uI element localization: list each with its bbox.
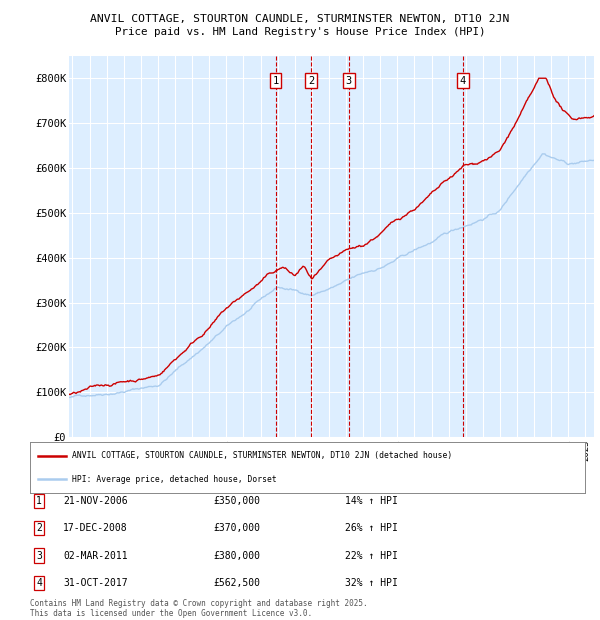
Text: Price paid vs. HM Land Registry's House Price Index (HPI): Price paid vs. HM Land Registry's House … xyxy=(115,27,485,37)
Text: 3: 3 xyxy=(346,76,352,86)
Text: 1: 1 xyxy=(36,496,42,506)
Text: 02-MAR-2011: 02-MAR-2011 xyxy=(63,551,128,560)
Text: 31-OCT-2017: 31-OCT-2017 xyxy=(63,578,128,588)
Text: 26% ↑ HPI: 26% ↑ HPI xyxy=(345,523,398,533)
Text: ANVIL COTTAGE, STOURTON CAUNDLE, STURMINSTER NEWTON, DT10 2JN (detached house): ANVIL COTTAGE, STOURTON CAUNDLE, STURMIN… xyxy=(71,451,452,460)
Text: 3: 3 xyxy=(36,551,42,560)
Text: 2: 2 xyxy=(308,76,314,86)
Text: 1: 1 xyxy=(272,76,279,86)
Text: £380,000: £380,000 xyxy=(213,551,260,560)
Text: ANVIL COTTAGE, STOURTON CAUNDLE, STURMINSTER NEWTON, DT10 2JN: ANVIL COTTAGE, STOURTON CAUNDLE, STURMIN… xyxy=(91,14,509,24)
Text: £350,000: £350,000 xyxy=(213,496,260,506)
Text: HPI: Average price, detached house, Dorset: HPI: Average price, detached house, Dors… xyxy=(71,475,277,484)
Text: 21-NOV-2006: 21-NOV-2006 xyxy=(63,496,128,506)
Text: 22% ↑ HPI: 22% ↑ HPI xyxy=(345,551,398,560)
Text: 14% ↑ HPI: 14% ↑ HPI xyxy=(345,496,398,506)
Text: 4: 4 xyxy=(460,76,466,86)
Text: 2: 2 xyxy=(36,523,42,533)
Text: 17-DEC-2008: 17-DEC-2008 xyxy=(63,523,128,533)
Text: 4: 4 xyxy=(36,578,42,588)
Text: Contains HM Land Registry data © Crown copyright and database right 2025.
This d: Contains HM Land Registry data © Crown c… xyxy=(30,599,368,618)
Text: £370,000: £370,000 xyxy=(213,523,260,533)
Text: £562,500: £562,500 xyxy=(213,578,260,588)
Text: 32% ↑ HPI: 32% ↑ HPI xyxy=(345,578,398,588)
